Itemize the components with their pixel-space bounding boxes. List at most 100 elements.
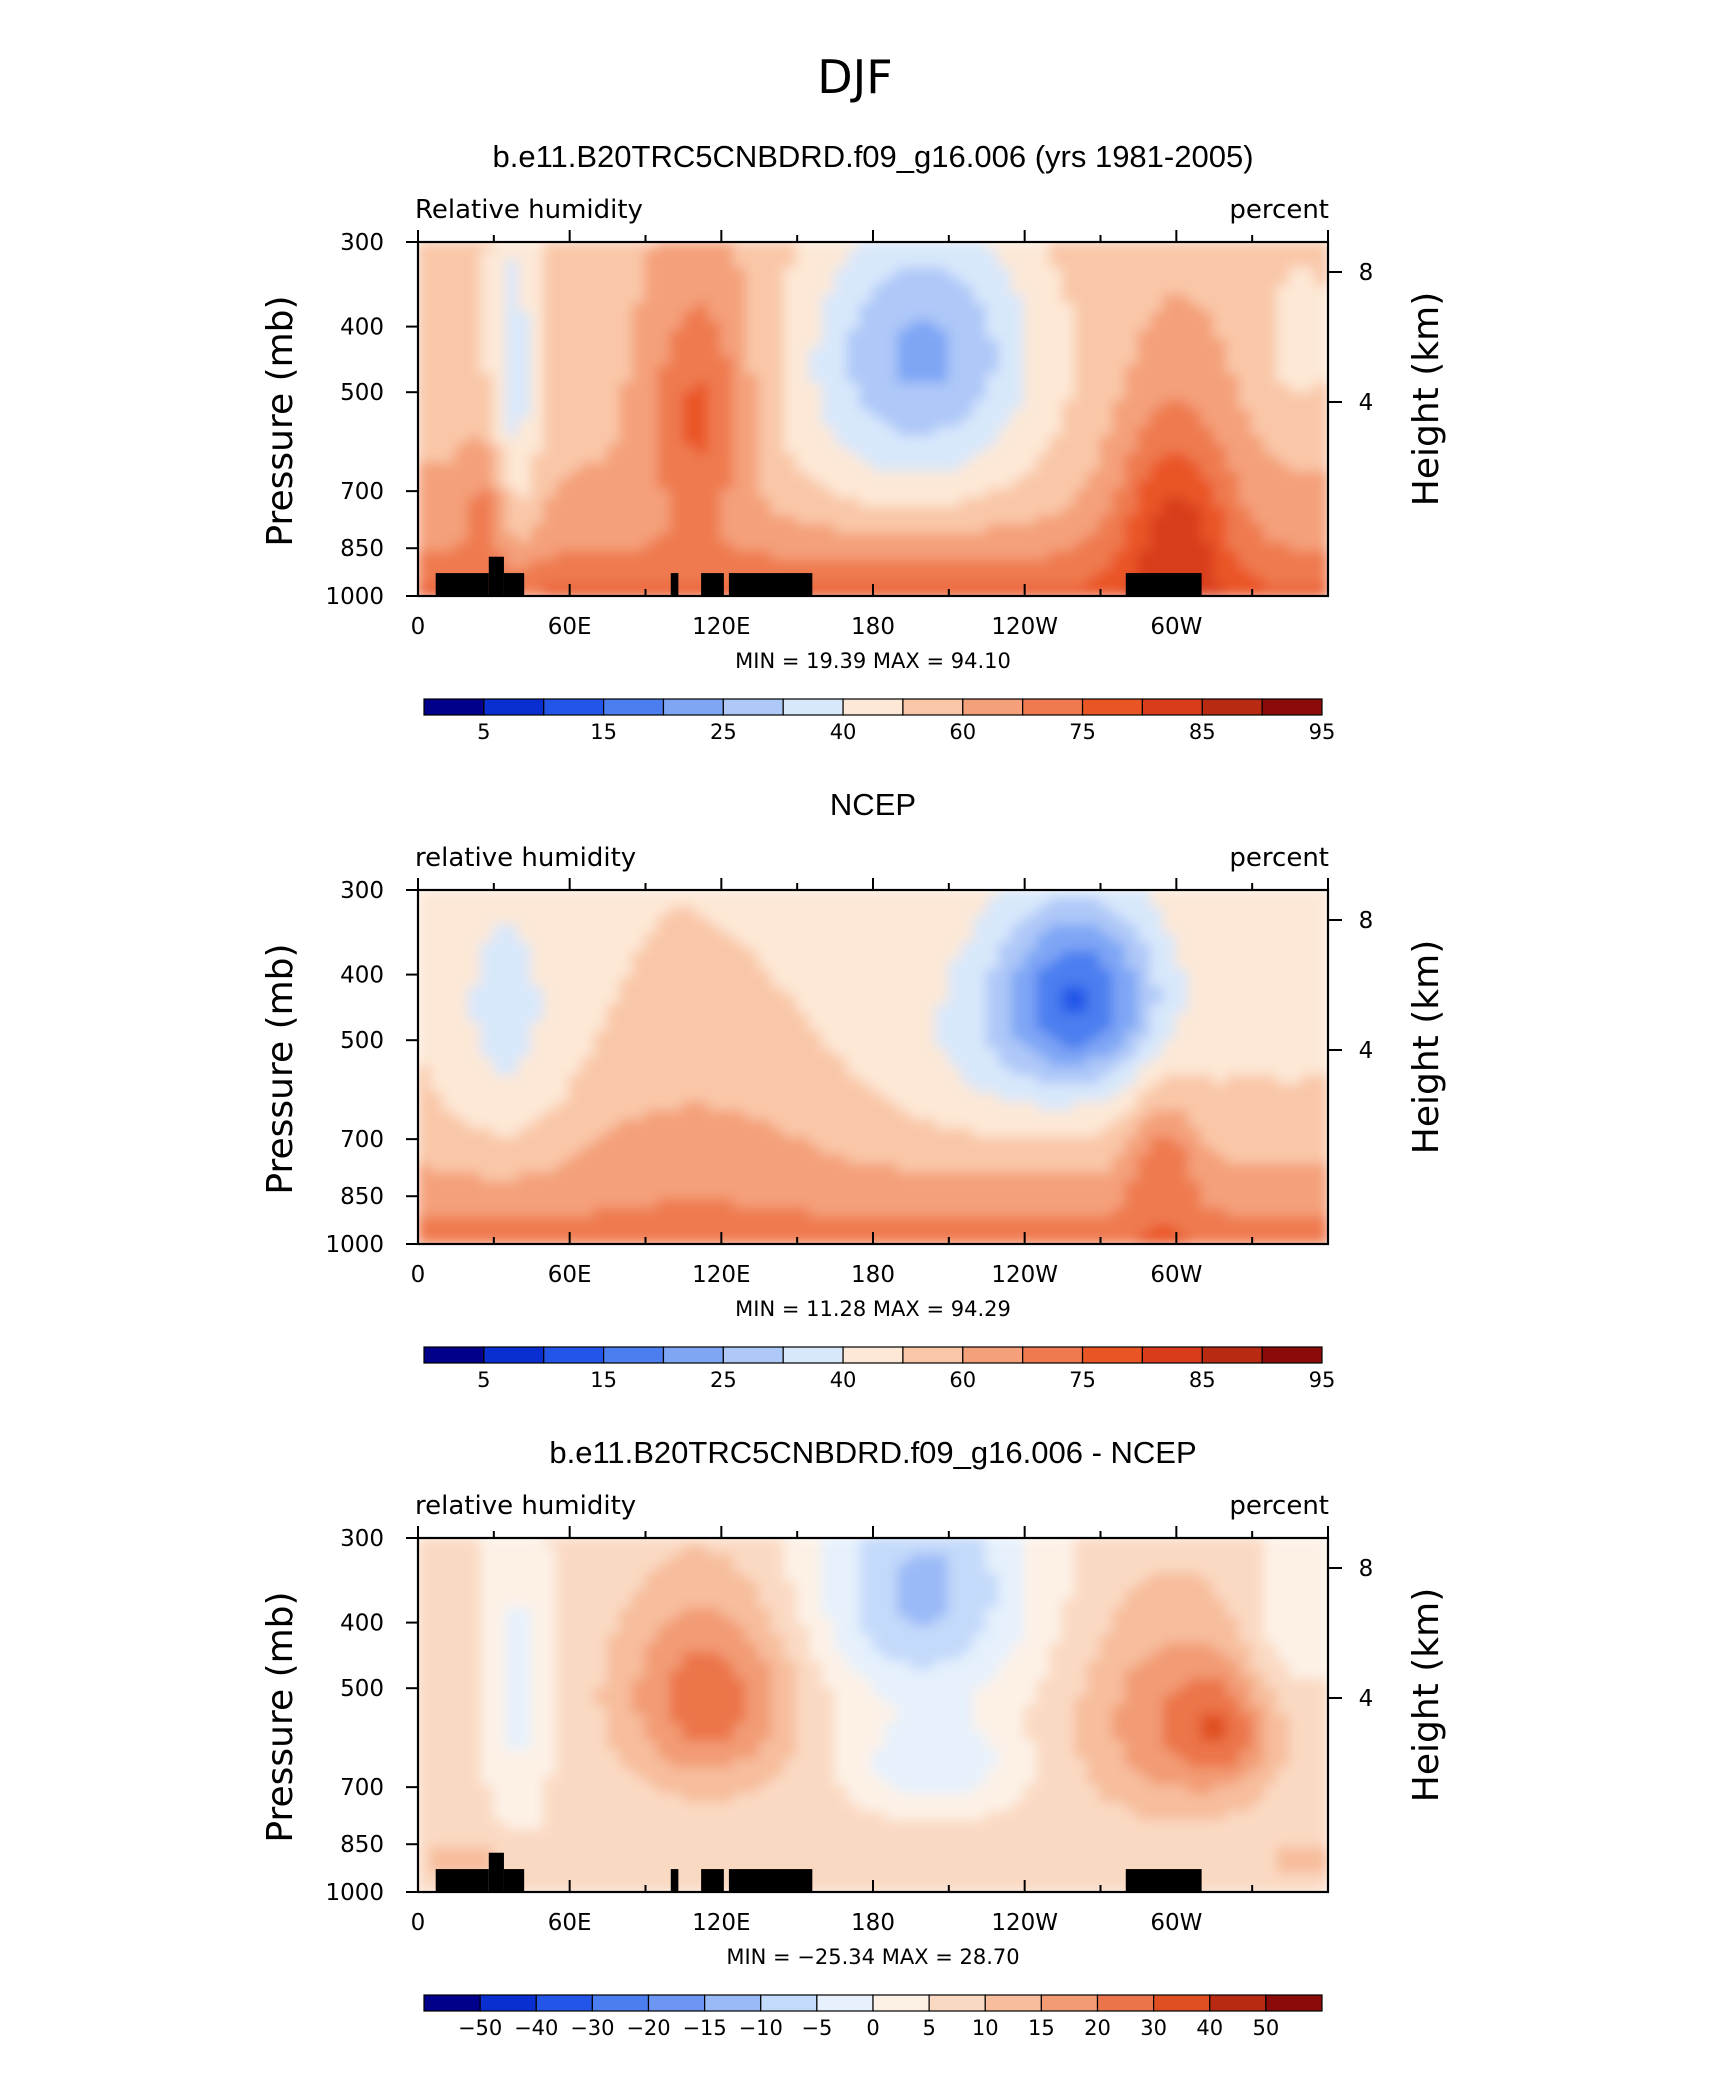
contour-cell bbox=[442, 435, 457, 447]
contour-cell bbox=[1023, 924, 1039, 936]
contour-cell bbox=[758, 347, 773, 359]
contour-cell bbox=[732, 1127, 748, 1139]
contour-cell bbox=[543, 479, 559, 491]
contour-cell bbox=[644, 258, 660, 270]
contour-cell bbox=[581, 382, 596, 394]
contour-cell bbox=[631, 1234, 647, 1244]
contour-cell bbox=[442, 950, 457, 962]
contour-cell bbox=[947, 890, 963, 900]
contour-cell bbox=[960, 258, 976, 270]
contour-cell bbox=[935, 347, 950, 359]
contour-cell bbox=[1036, 267, 1051, 279]
contour-cell bbox=[480, 924, 495, 936]
contour-cell bbox=[1036, 977, 1051, 989]
contour-cell bbox=[985, 373, 1001, 385]
contour-cell bbox=[1263, 497, 1279, 509]
contour-cell bbox=[745, 320, 761, 332]
contour-cell bbox=[1036, 391, 1051, 403]
contour-cell bbox=[1074, 479, 1089, 491]
contour-cell bbox=[846, 559, 862, 571]
contour-cell bbox=[1124, 302, 1140, 314]
contour-cell bbox=[720, 1207, 735, 1219]
contour-cell bbox=[1301, 285, 1317, 297]
contour-cell bbox=[1200, 488, 1216, 500]
contour-cell bbox=[973, 1189, 988, 1201]
contour-cell bbox=[480, 890, 495, 900]
contour-cell bbox=[897, 1101, 912, 1113]
contour-cell bbox=[492, 364, 508, 376]
contour-cell bbox=[922, 1021, 938, 1033]
contour-cell bbox=[1276, 418, 1292, 429]
contour-cell bbox=[808, 347, 824, 359]
contour-cell bbox=[1251, 373, 1266, 385]
contour-cell bbox=[985, 1030, 1001, 1042]
contour-cell bbox=[1099, 329, 1115, 341]
contour-cell bbox=[732, 915, 748, 927]
contour-cell bbox=[1036, 1207, 1051, 1219]
contour-cell bbox=[1225, 311, 1241, 323]
contour-cell bbox=[1213, 524, 1228, 536]
contour-cell bbox=[783, 533, 799, 544]
contour-cell bbox=[846, 249, 862, 261]
contour-cell bbox=[909, 890, 925, 900]
contour-cell bbox=[492, 1074, 508, 1086]
contour-cell bbox=[543, 1181, 559, 1192]
contour-cell bbox=[909, 950, 925, 962]
contour-cell bbox=[1200, 373, 1216, 385]
contour-cell bbox=[1162, 382, 1178, 394]
contour-cell bbox=[796, 311, 811, 323]
contour-cell bbox=[530, 524, 546, 536]
contour-cell bbox=[821, 897, 837, 909]
contour-cell bbox=[492, 1189, 508, 1201]
contour-cell bbox=[960, 347, 976, 359]
contour-cell bbox=[796, 364, 811, 376]
contour-cell bbox=[530, 1181, 546, 1192]
contour-cell bbox=[619, 400, 634, 412]
contour-cell bbox=[695, 906, 710, 918]
contour-cell bbox=[922, 1154, 938, 1166]
contour-cell bbox=[480, 311, 495, 323]
contour-cell bbox=[783, 890, 799, 900]
contour-cell bbox=[834, 311, 849, 323]
contour-cell bbox=[720, 986, 735, 998]
contour-cell bbox=[859, 1021, 874, 1033]
contour-cell bbox=[467, 524, 483, 536]
contour-cell bbox=[935, 933, 950, 945]
contour-cell bbox=[872, 488, 887, 500]
contour-cell bbox=[606, 249, 622, 261]
contour-cell bbox=[808, 1127, 824, 1139]
contour-cell bbox=[480, 347, 495, 359]
contour-cell bbox=[454, 409, 470, 420]
contour-cell bbox=[985, 497, 1001, 509]
contour-cell bbox=[998, 426, 1014, 438]
contour-cell bbox=[492, 1004, 508, 1015]
contour-cell bbox=[1112, 533, 1127, 544]
contour-cell bbox=[973, 577, 988, 589]
contour-cell bbox=[1175, 356, 1190, 367]
contour-cell bbox=[859, 311, 874, 323]
contour-cell bbox=[846, 1225, 862, 1237]
contour-cell bbox=[442, 1225, 457, 1237]
contour-cell bbox=[669, 285, 685, 297]
contour-cell bbox=[467, 924, 483, 936]
contour-cell bbox=[442, 356, 457, 367]
contour-cell bbox=[745, 294, 761, 305]
contour-cell bbox=[1251, 249, 1266, 261]
contour-cell bbox=[492, 373, 508, 385]
contour-cell bbox=[556, 924, 571, 936]
contour-cell bbox=[492, 1225, 508, 1237]
contour-cell bbox=[985, 906, 1001, 918]
contour-cell bbox=[909, 1234, 925, 1244]
contour-cell bbox=[707, 249, 723, 261]
contour-cell bbox=[467, 391, 483, 403]
contour-cell bbox=[1011, 950, 1026, 962]
contour-cell bbox=[1036, 968, 1051, 980]
contour-cell bbox=[1251, 338, 1266, 350]
contour-cell bbox=[518, 400, 533, 412]
contour-cell bbox=[720, 1030, 735, 1042]
contour-cell bbox=[1314, 577, 1328, 589]
contour-cell bbox=[556, 1181, 571, 1192]
contour-cell bbox=[1276, 409, 1292, 420]
contour-cell bbox=[1099, 391, 1115, 403]
contour-cell bbox=[935, 479, 950, 491]
